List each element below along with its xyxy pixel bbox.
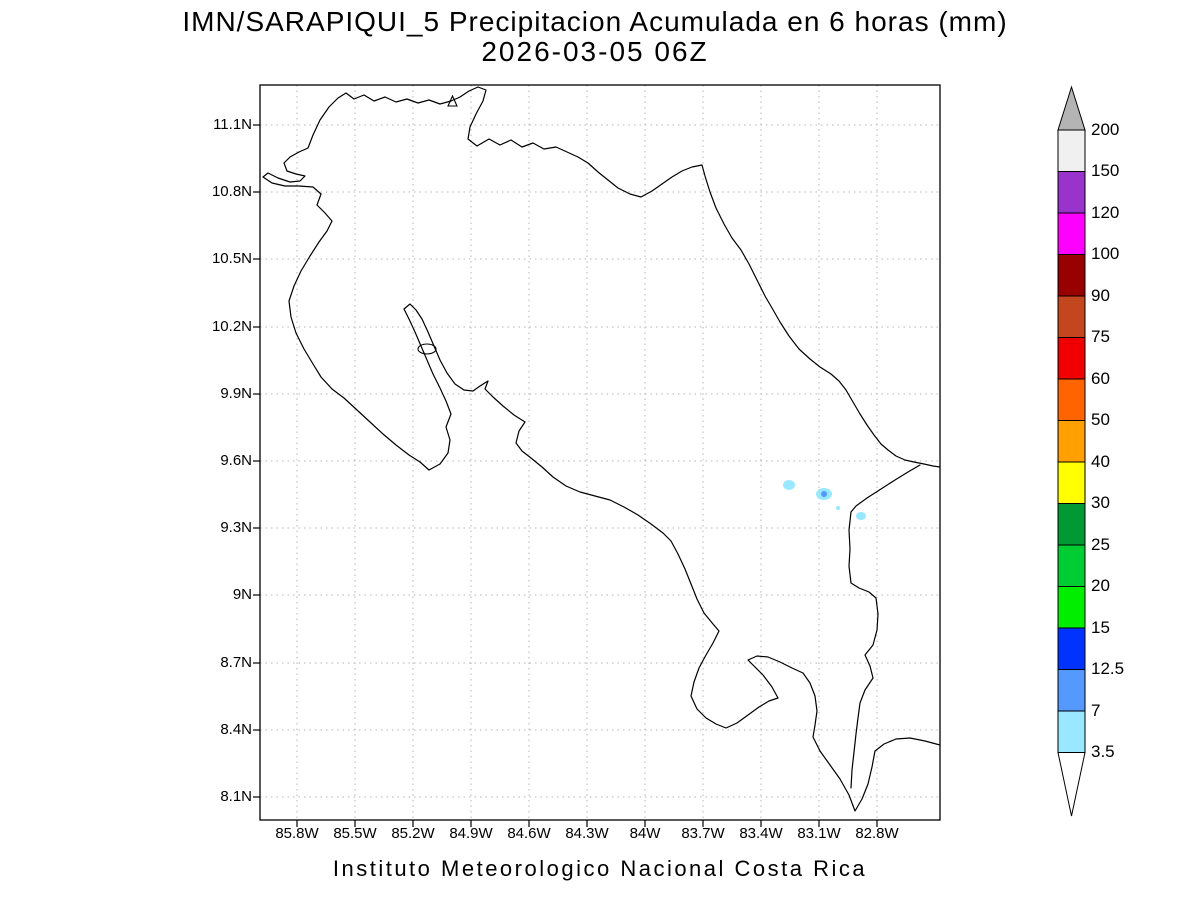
colorbar-label: 15 [1091,618,1110,637]
footer-credit: Instituto Meteorologico Nacional Costa R… [332,856,868,881]
colorbar-label: 200 [1091,120,1120,139]
colorbar-segment [1057,129,1086,172]
x-axis-label: 85.2W [391,825,435,842]
y-axis-label: 9.6N [220,452,252,469]
x-axis-label: 85.8W [275,825,319,842]
colorbar-label: 3.5 [1091,742,1115,761]
axis-ticks [253,124,878,827]
grid-lines [260,85,940,820]
x-axis-label: 83.7W [681,825,725,842]
costa-rica-coastline [262,86,941,812]
colorbar-segment [1057,420,1086,463]
x-axis-label: 83.4W [739,825,783,842]
colorbar-label: 75 [1091,327,1110,346]
colorbar-segment [1057,378,1086,421]
colorbar-label: 100 [1091,244,1120,263]
colorbar-label: 30 [1091,493,1110,512]
colorbar-segment [1057,171,1086,214]
colorbar-label: 50 [1091,410,1110,429]
colorbar [1057,85,1086,817]
y-axis-label: 10.5N [211,250,252,267]
precip-spot [836,506,840,510]
colorbar-segment [1057,254,1086,297]
colorbar-segment [1057,461,1086,504]
colorbar-segment [1057,295,1086,338]
y-axis-label: 8.7N [220,654,252,671]
y-axis-label: 10.2N [211,318,252,335]
y-axis-label: 9.9N [220,385,252,402]
chart-subtitle: 2026-03-05 06Z [481,36,709,67]
y-axis-label: 10.8N [211,183,252,200]
plot-frame [259,84,941,821]
precip-spot-core [821,491,827,497]
colorbar-label: 120 [1091,203,1120,222]
colorbar-label: 20 [1091,576,1110,595]
x-axis-label: 82.8W [855,825,899,842]
x-axis-label: 84.3W [565,825,609,842]
colorbar-label: 90 [1091,286,1110,305]
chira-island [417,343,437,355]
colorbar-label: 60 [1091,369,1110,388]
y-axis-label: 9.3N [220,519,252,536]
colorbar-segment [1057,544,1086,587]
y-axis-label: 8.4N [220,721,252,738]
colorbar-segment [1057,503,1086,546]
colorbar-segment [1057,710,1086,753]
colorbar-label: 12.5 [1091,659,1125,678]
colorbar-segment [1057,627,1086,670]
small-lake-triangle-feature [447,94,458,107]
precip-spot [783,480,795,490]
x-axis-label: 84W [629,825,661,842]
colorbar-segment [1057,586,1086,629]
chart-title: IMN/SARAPIQUI_5 Precipitacion Acumulada … [182,6,1008,37]
colorbar-segment [1057,212,1086,255]
y-axis-label: 11.1N [213,116,252,133]
colorbar-label: 25 [1091,535,1110,554]
colorbar-label: 7 [1091,701,1101,720]
colorbar-arrow-up [1057,85,1086,131]
colorbar-segment [1057,337,1086,380]
colorbar-segment [1057,669,1086,712]
colorbar-label: 150 [1091,161,1120,180]
colorbar-label: 40 [1091,452,1110,471]
y-axis-label: 9N [232,586,252,603]
colorbar-arrow-down [1057,752,1086,817]
precip-spot [856,512,866,520]
x-axis-label: 84.9W [449,825,493,842]
x-axis-label: 84.6W [507,825,551,842]
x-axis-label: 83.1W [797,825,841,842]
precipitation-spots [783,480,866,520]
y-axis-label: 8.1N [220,788,252,805]
x-axis-label: 85.5W [333,825,377,842]
